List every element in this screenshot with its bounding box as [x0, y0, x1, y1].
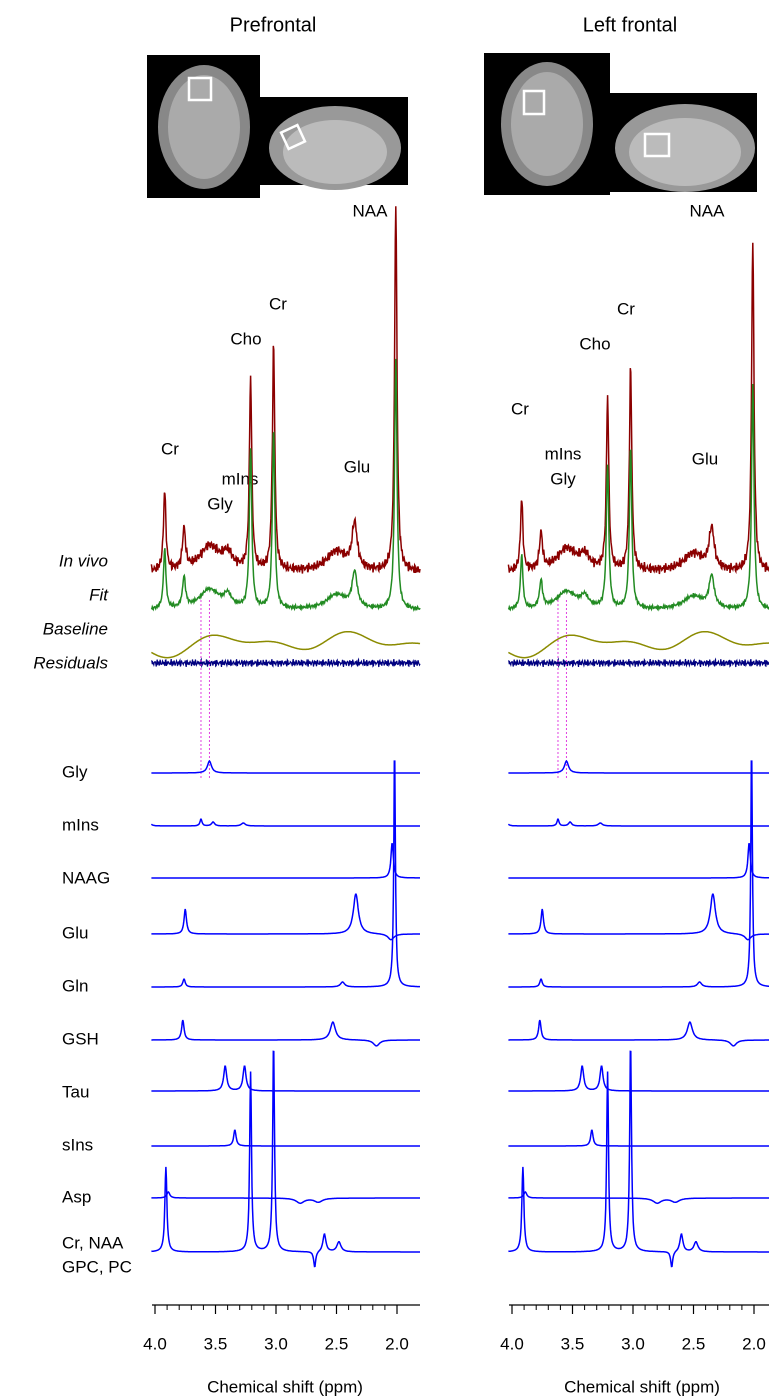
x-tick-label: 4.0	[500, 1334, 524, 1353]
panels: Prefrontal NAA Cr Cho Cr mIns Gly Glu 4.0 3.5 3.0 2…	[143, 14, 769, 1396]
figure: In vivo Fit Baseline Residuals Gly mIns …	[0, 0, 769, 1400]
spectrum-trace	[151, 761, 420, 773]
spectrum-trace	[508, 1192, 769, 1203]
peak-label: NAA	[353, 201, 389, 220]
spectrum-trace	[151, 659, 420, 667]
spectrum-trace	[151, 632, 420, 658]
x-axis-label: Chemical shift (ppm)	[564, 1377, 720, 1396]
spectrum-trace	[151, 819, 420, 826]
metabolite-label: GSH	[62, 1029, 99, 1048]
peak-label: Gly	[550, 469, 576, 488]
trace-label: Residuals	[33, 653, 108, 672]
panel-title: Prefrontal	[230, 14, 317, 36]
spectrum-trace	[508, 243, 769, 574]
x-tick-label: 4.0	[143, 1334, 167, 1353]
x-tick-label: 2.0	[742, 1334, 766, 1353]
x-tick-label: 3.5	[204, 1334, 228, 1353]
peak-label: mIns	[545, 444, 582, 463]
x-tick-label: 3.0	[264, 1334, 288, 1353]
spectrum-trace	[508, 384, 769, 610]
peak-label: NAA	[690, 201, 726, 220]
spectrum-trace	[151, 894, 420, 939]
spectrum-trace	[508, 894, 769, 939]
metabolite-label: Glu	[62, 923, 88, 942]
metabolite-label: NAAG	[62, 868, 110, 887]
spectrum-trace	[151, 1051, 420, 1266]
spectrum-trace	[508, 761, 769, 987]
spectrum-trace	[151, 1130, 420, 1146]
x-tick-label: 3.0	[621, 1334, 645, 1353]
spectrum-trace	[508, 819, 769, 826]
trace-label: Baseline	[43, 619, 108, 638]
spectrum-trace	[508, 1130, 769, 1146]
metabolite-label: Cr, NAA	[62, 1233, 124, 1252]
peak-label: Cr	[161, 439, 179, 458]
trace-label: Fit	[89, 585, 109, 604]
peak-label: Cr	[511, 399, 529, 418]
trace-labels: In vivo Fit Baseline Residuals	[33, 551, 109, 672]
spectrum-trace	[508, 1066, 769, 1091]
x-axis-label: Chemical shift (ppm)	[207, 1377, 363, 1396]
metabolite-label: sIns	[62, 1135, 93, 1154]
peak-label: Cho	[579, 334, 610, 353]
spectrum-trace	[508, 761, 769, 773]
metabolite-label: Asp	[62, 1187, 91, 1206]
spectrum-trace	[151, 844, 420, 878]
spectrum-trace	[508, 1051, 769, 1266]
x-tick-label: 2.5	[682, 1334, 706, 1353]
peak-label: Cr	[617, 299, 635, 318]
mri-images	[147, 53, 757, 198]
spectrum-trace	[151, 359, 420, 610]
x-tick-label: 3.5	[561, 1334, 585, 1353]
panel-title: Left frontal	[583, 14, 678, 36]
spectrum-trace	[151, 1192, 420, 1203]
spectrum-trace	[508, 632, 769, 658]
metabolite-label: Gly	[62, 762, 88, 781]
peak-label: Cr	[269, 294, 287, 313]
spectrum-trace	[508, 659, 769, 667]
metabolite-label: GPC, PC	[62, 1257, 132, 1276]
x-tick-label: 2.5	[325, 1334, 349, 1353]
spectrum-trace	[151, 761, 420, 987]
x-tick-label: 2.0	[385, 1334, 409, 1353]
peak-label: Glu	[344, 457, 370, 476]
metabolite-labels: Gly mIns NAAG Glu Gln GSH Tau sIns Asp C…	[62, 762, 132, 1276]
peak-label: Gly	[207, 494, 233, 513]
spectrum-trace	[508, 1020, 769, 1046]
spectrum-trace	[151, 206, 420, 573]
spectrum-trace	[151, 1020, 420, 1046]
metabolite-label: Tau	[62, 1082, 89, 1101]
peak-label: Glu	[692, 449, 718, 468]
spectrum-trace	[151, 1066, 420, 1091]
metabolite-label: Gln	[62, 976, 88, 995]
spectrum-trace	[508, 844, 769, 878]
peak-label: Cho	[230, 329, 261, 348]
trace-label: In vivo	[59, 551, 108, 570]
metabolite-label: mIns	[62, 815, 99, 834]
